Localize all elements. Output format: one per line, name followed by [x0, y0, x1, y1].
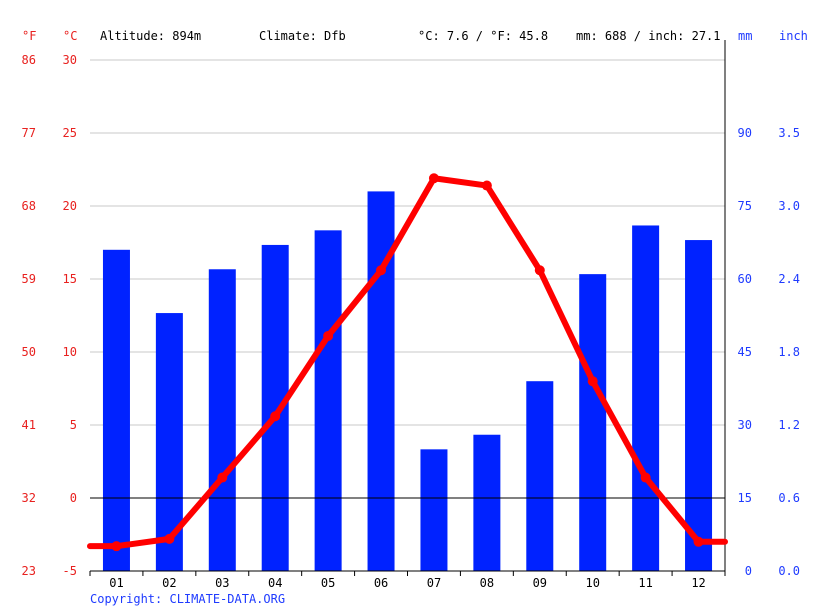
mm-tick-label: 30: [738, 418, 752, 432]
inch-tick-label: 0.6: [778, 491, 800, 505]
precipitation-bar: [208, 269, 236, 571]
chart-axes: [90, 40, 726, 572]
precipitation-bar: [473, 434, 501, 571]
mm-tick-label: 0: [745, 564, 752, 578]
month-label: 05: [321, 576, 335, 590]
inch-tick-label: 3.5: [778, 126, 800, 140]
celsius-tick-label: 15: [63, 272, 77, 286]
mm-tick-label: 45: [738, 345, 752, 359]
precipitation-bar: [102, 249, 130, 572]
temperature-point: [164, 533, 175, 544]
fahrenheit-tick-label: 86: [22, 53, 36, 67]
fahrenheit-tick-label: 23: [22, 564, 36, 578]
month-label: 12: [691, 576, 705, 590]
month-label: 07: [427, 576, 441, 590]
inch-unit-label: inch: [779, 29, 808, 43]
fahrenheit-tick-label: 41: [22, 418, 36, 432]
mm-tick-label: 60: [738, 272, 752, 286]
temperature-point: [270, 411, 281, 422]
mm-tick-label: 75: [738, 199, 752, 213]
temperature-point: [428, 173, 439, 184]
fahrenheit-tick-label: 50: [22, 345, 36, 359]
celsius-tick-label: 30: [63, 53, 77, 67]
precipitation-bar: [526, 381, 554, 571]
fahrenheit-tick-label: 77: [22, 126, 36, 140]
month-label: 09: [533, 576, 547, 590]
gridlines: [90, 59, 725, 426]
mm-unit-label: mm: [738, 29, 752, 43]
celsius-tick-label: 0: [70, 491, 77, 505]
total-precipitation-label: mm: 688 / inch: 27.1: [576, 29, 721, 43]
left-axis-ticks: -5 23 0 32 5 41 10 50 15 59 20 68 25 77 30 86: [22, 53, 77, 578]
month-label: 10: [585, 576, 599, 590]
month-label: 01: [109, 576, 123, 590]
inch-tick-label: 3.0: [778, 199, 800, 213]
temperature-point: [481, 180, 492, 191]
temperature-point: [111, 541, 122, 552]
precipitation-bar: [632, 225, 660, 571]
inch-tick-label: 1.2: [778, 418, 800, 432]
temperature-line: [87, 173, 728, 552]
inch-tick-label: 1.8: [778, 345, 800, 359]
inch-tick-label: 0.0: [778, 564, 800, 578]
celsius-tick-label: 10: [63, 345, 77, 359]
celsius-tick-label: -5: [63, 564, 77, 578]
mm-tick-label: 15: [738, 491, 752, 505]
temperature-point: [640, 472, 651, 483]
celsius-tick-label: 25: [63, 126, 77, 140]
mm-tick-label: 90: [738, 126, 752, 140]
precipitation-bar: [579, 274, 607, 571]
month-label: 02: [162, 576, 176, 590]
temperature-point: [323, 330, 334, 341]
month-label: 08: [480, 576, 494, 590]
precipitation-bar: [314, 230, 342, 572]
right-axis-ticks: 0 0.0 15 0.6 30 1.2 45 1.8 60 2.4 75 3.0 90 3.5: [738, 126, 800, 578]
month-label: 03: [215, 576, 229, 590]
temperature-series-line: [87, 175, 728, 550]
celsius-tick-label: 20: [63, 199, 77, 213]
climate-label: Climate: Dfb: [259, 29, 346, 43]
altitude-label: Altitude: 894m: [100, 29, 201, 43]
temperature-point: [376, 265, 387, 276]
celsius-tick-label: 5: [70, 418, 77, 432]
precipitation-bar: [261, 244, 289, 571]
fahrenheit-tick-label: 32: [22, 491, 36, 505]
fahrenheit-unit-label: °F: [22, 29, 36, 43]
temperature-point: [217, 472, 228, 483]
precipitation-bar: [685, 240, 713, 572]
fahrenheit-tick-label: 68: [22, 199, 36, 213]
celsius-unit-label: °C: [63, 29, 77, 43]
inch-tick-label: 2.4: [778, 272, 800, 286]
precipitation-bar: [420, 449, 448, 571]
copyright-link[interactable]: Copyright: CLIMATE-DATA.ORG: [90, 592, 286, 606]
temperature-point: [587, 376, 598, 387]
month-label: 11: [638, 576, 652, 590]
month-label: 06: [374, 576, 388, 590]
average-temperature-label: °C: 7.6 / °F: 45.8: [418, 29, 548, 43]
temperature-point: [534, 265, 545, 276]
month-axis-ticks: 01 02 03 04 05 06 07 08 09 10 11 12: [89, 571, 726, 590]
fahrenheit-tick-label: 59: [22, 272, 36, 286]
month-label: 04: [268, 576, 282, 590]
temperature-point: [693, 536, 704, 547]
